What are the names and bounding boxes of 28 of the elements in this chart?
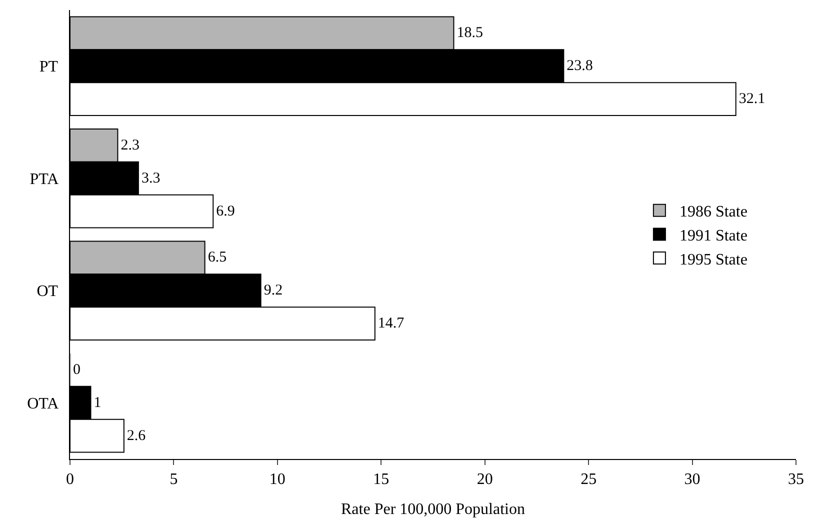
x-tick-label: 15 xyxy=(373,471,390,488)
data-label: 3.3 xyxy=(141,170,160,186)
x-tick-label: 5 xyxy=(170,471,178,488)
x-tick-label: 35 xyxy=(788,471,804,488)
data-label: 9.2 xyxy=(264,282,283,299)
legend-label: 1991 State xyxy=(679,227,748,244)
data-label: 32.1 xyxy=(738,91,766,108)
data-label: 14.7 xyxy=(378,316,405,332)
data-label: 6.5 xyxy=(208,250,227,266)
legend-label: 1986 State xyxy=(679,204,748,221)
x-tick-label: 20 xyxy=(476,471,493,488)
y-tick-label: PT xyxy=(39,58,66,76)
x-tick-label: 25 xyxy=(580,471,597,488)
data-label: 6.9 xyxy=(216,203,235,220)
data-label: 2.6 xyxy=(126,428,146,444)
data-label: 2.3 xyxy=(120,137,140,154)
x-tick-label: 10 xyxy=(269,471,286,488)
y-tick-label: PTA xyxy=(30,170,66,188)
data-label: 18.5 xyxy=(456,25,483,42)
data-label: 23.8 xyxy=(566,58,593,74)
x-tick-label: 30 xyxy=(684,471,700,488)
y-tick-label: OTA xyxy=(27,395,66,412)
legend-label: 1995 State xyxy=(679,251,748,268)
data-label: 0 xyxy=(73,362,80,378)
y-tick-label: OT xyxy=(36,283,66,300)
data-label: 1 xyxy=(94,394,102,411)
x-tick-label: 0 xyxy=(66,471,74,488)
x-axis-title: Rate Per 100,000 Population xyxy=(341,500,525,518)
